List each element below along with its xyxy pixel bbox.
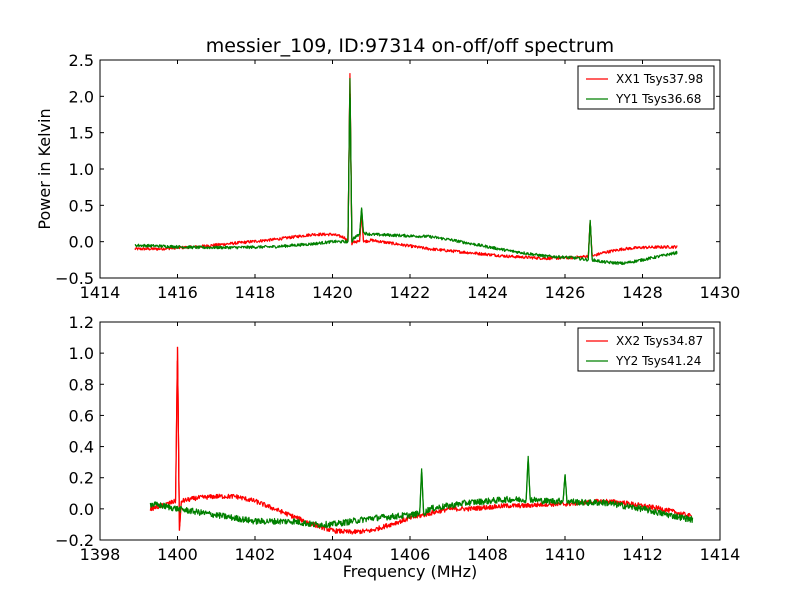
y-tick-label: 0.8	[69, 375, 94, 394]
y-tick-label: 1.5	[69, 124, 94, 143]
y-tick-label: 0.4	[69, 438, 94, 457]
y-tick-label: 0.2	[69, 469, 94, 488]
y-tick-label: 2.5	[69, 51, 94, 70]
series-line-2	[134, 97, 678, 266]
x-tick-label: 1422	[390, 283, 431, 302]
x-tick-label: 1428	[622, 283, 663, 302]
y-tick-label: 1.2	[69, 313, 94, 332]
y-axis-label: Power in Kelvin	[35, 108, 54, 229]
y-tick-label: −0.5	[55, 269, 94, 288]
x-tick-label: 1426	[545, 283, 586, 302]
x-tick-label: 1408	[467, 545, 508, 564]
y-tick-label: 2.0	[69, 87, 94, 106]
top-spectrum-chart: 1414 1416 1418 1420 1422 1424 1426 1428 1430 −0.5…	[35, 51, 740, 302]
y-tick-label: 1.0	[69, 344, 94, 363]
x-tick-label: 1424	[467, 283, 508, 302]
series-line-2	[149, 461, 694, 529]
legend-label: YY2 Tsys41.24	[615, 354, 701, 368]
y-tick-label: 0.5	[69, 196, 94, 215]
x-tick-label: 1430	[700, 283, 741, 302]
x-tick-label: 1412	[622, 545, 663, 564]
x-tick-label: 1416	[157, 283, 198, 302]
y-tick-label: 0.0	[69, 500, 94, 519]
x-tick-label: 1404	[312, 545, 353, 564]
x-tick-label: 1418	[235, 283, 276, 302]
x-tick-label: 1402	[235, 545, 276, 564]
legend-label: XX2 Tsys34.87	[616, 334, 703, 348]
x-tick-label: 1414	[700, 545, 741, 564]
y-tick-label: −0.2	[55, 531, 94, 550]
figure-title: messier_109, ID:97314 on-off/off spectru…	[206, 35, 614, 57]
series-line-1	[134, 93, 678, 261]
x-tick-label: 1420	[312, 283, 353, 302]
y-tick-label: 0.0	[69, 233, 94, 252]
y-tick-label: 0.6	[69, 406, 94, 425]
x-tick-label: 1406	[390, 545, 431, 564]
x-tick-label: 1398	[80, 545, 121, 564]
legend-box	[577, 327, 715, 372]
legend-label: XX1 Tsys37.98	[616, 72, 703, 86]
x-tick-label: 1410	[545, 545, 586, 564]
x-tick-label: 1400	[157, 545, 198, 564]
legend-label: YY1 Tsys36.68	[615, 92, 701, 106]
bottom-spectrum-chart: 1398 1400 1402 1404 1406 1408 1410 1412 1414 −0.2…	[55, 313, 740, 581]
legend-box	[577, 65, 715, 110]
y-tick-label: 1.0	[69, 160, 94, 179]
x-tick-label: 1414	[80, 283, 121, 302]
x-axis-label: Frequency (MHz)	[343, 562, 477, 581]
